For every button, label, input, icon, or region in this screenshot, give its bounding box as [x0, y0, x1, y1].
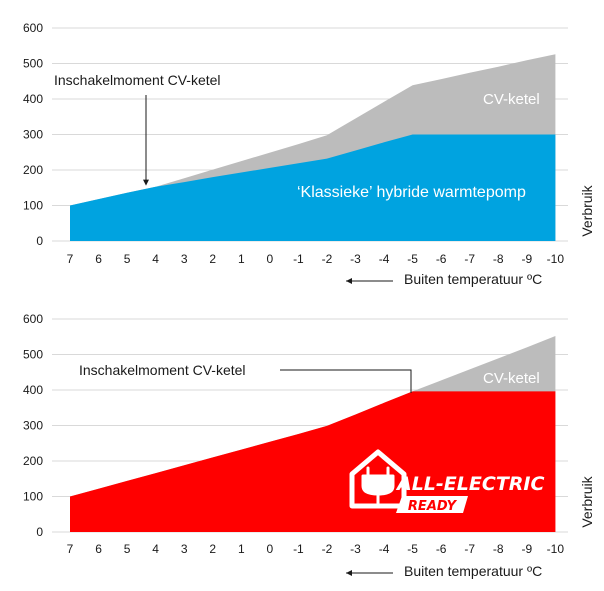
x-tick-label: 6	[95, 542, 102, 556]
x-tick-label: 7	[67, 542, 74, 556]
logo-line1: ALL-ELECTRIC	[395, 473, 544, 495]
x-tick-label: -9	[521, 542, 532, 556]
y-tick-label: 300	[23, 128, 43, 142]
x-tick-label: -9	[521, 252, 532, 266]
x-tick-label: -5	[407, 542, 418, 556]
x-tick-label: -10	[547, 542, 565, 556]
x-tick-label: -8	[493, 252, 504, 266]
x-tick-label: 3	[181, 252, 188, 266]
x-tick-label: 7	[67, 252, 74, 266]
x-axis-label: Buiten temperatuur ºC	[404, 271, 542, 287]
x-axis-arrow-head	[346, 570, 352, 576]
x-axis-label: Buiten temperatuur ºC	[404, 563, 542, 579]
x-tick-label: -4	[379, 252, 390, 266]
chart-2: 0 100 200 300 400 500 600 7 6 5 4 3 2 1 0 -1 -2 -3 -4 -5 -6 -…	[23, 312, 595, 579]
x-tick-label: -6	[436, 252, 447, 266]
x-tick-label: 0	[267, 252, 274, 266]
x-tick-label: -7	[464, 542, 475, 556]
area-series-2	[70, 134, 556, 241]
x-tick-label: 3	[181, 542, 188, 556]
x-tick-label: -7	[464, 252, 475, 266]
y-axis-label: Verbruik	[579, 475, 595, 527]
y-tick-label: 400	[23, 92, 43, 106]
y-tick-label: 500	[23, 57, 43, 71]
all-electric-ready-logo: ALL-ELECTRIC READY	[349, 449, 544, 514]
x-tick-label: -5	[407, 252, 418, 266]
x-tick-label: 4	[152, 542, 159, 556]
x-tick-label: -10	[547, 252, 565, 266]
x-tick-label: 5	[124, 252, 131, 266]
series-label-cv-ketel: CV-ketel	[483, 91, 540, 108]
y-tick-label: 100	[23, 490, 43, 504]
annotation-label: Inschakelmoment CV-ketel	[54, 72, 221, 88]
x-tick-label: 2	[209, 542, 216, 556]
y-tick-label: 200	[23, 163, 43, 177]
x-tick-label: -4	[379, 542, 390, 556]
y-tick-label: 500	[23, 348, 43, 362]
y-axis-label: Verbruik	[579, 184, 595, 236]
series-label-cv-ketel: CV-ketel	[483, 370, 540, 387]
y-tick-label: 200	[23, 454, 43, 468]
x-tick-label: 2	[209, 252, 216, 266]
plug-icon	[361, 466, 395, 508]
y-tick-label: 300	[23, 419, 43, 433]
series-label-hybride: ‘Klassieke’ hybride warmtepomp	[297, 184, 526, 201]
y-tick-label: 0	[36, 525, 43, 539]
annotation-leader	[280, 369, 412, 393]
x-tick-label: -1	[293, 542, 304, 556]
x-tick-label: -6	[436, 542, 447, 556]
y-tick-label: 100	[23, 199, 43, 213]
x-tick-label: 0	[267, 542, 274, 556]
x-tick-label: 6	[95, 252, 102, 266]
x-axis-arrow-head	[346, 278, 352, 284]
x-tick-label: -3	[350, 542, 361, 556]
x-tick-label: -3	[350, 252, 361, 266]
x-tick-label: 4	[152, 252, 159, 266]
x-tick-label: 5	[124, 542, 131, 556]
y-tick-label: 600	[23, 21, 43, 35]
area-series-2	[70, 391, 556, 532]
x-tick-label: -2	[322, 252, 333, 266]
x-tick-label: -2	[322, 542, 333, 556]
y-tick-label: 400	[23, 383, 43, 397]
x-tick-label: 1	[238, 542, 245, 556]
logo-line2: READY	[408, 499, 458, 514]
logo-band	[396, 496, 468, 513]
x-tick-label: -1	[293, 252, 304, 266]
annotation-arrow-head	[143, 179, 149, 186]
y-tick-label: 0	[36, 234, 43, 248]
y-tick-label: 600	[23, 312, 43, 326]
chart-1: 0 100 200 300 400 500 600 7 6 5 4 3 2 1 0 -1 -2 -3 -4 -5 -6 -…	[23, 21, 595, 287]
house-icon	[349, 449, 407, 509]
x-tick-label: 1	[238, 252, 245, 266]
x-tick-label: -8	[493, 542, 504, 556]
annotation-label: Inschakelmoment CV-ketel	[79, 362, 246, 378]
